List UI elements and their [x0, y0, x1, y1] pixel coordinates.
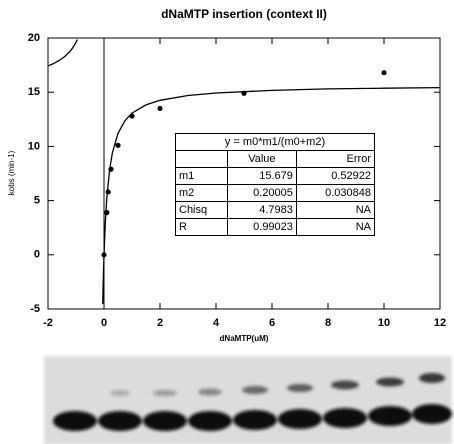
y-tick-label: 20: [28, 32, 40, 44]
x-tick-label: 6: [269, 317, 275, 329]
data-point: [105, 189, 111, 195]
x-tick-label: 0: [101, 317, 107, 329]
gel-image: [44, 356, 452, 444]
column-header: Error: [295, 150, 376, 168]
y-tick-label: 5: [34, 195, 40, 207]
table-cell: 0.20005: [226, 184, 297, 202]
chart-title: dNaMTP insertion (context II): [161, 7, 327, 21]
y-axis-label: kobs (min-1): [7, 150, 16, 195]
data-point: [381, 70, 387, 76]
x-tick-label: 12: [434, 317, 446, 329]
table-cell: 0.52922: [295, 167, 376, 185]
y-tick-label: -5: [30, 303, 40, 315]
fit-table: y = m0*m1/(m0+m2) Value Error m1 15.679 0.5…: [175, 133, 376, 236]
x-tick-label: -2: [43, 317, 53, 329]
table-cell: m2: [175, 184, 228, 202]
data-point: [241, 90, 247, 96]
table-cell: 15.679: [226, 167, 297, 185]
table-cell: 4.7983: [226, 201, 297, 219]
table-cell: Chisq: [175, 201, 228, 219]
table-cell: 0.030848: [295, 184, 376, 202]
table-cell: 0.99023: [226, 218, 297, 236]
x-tick-label: 2: [157, 317, 163, 329]
data-point: [129, 113, 135, 119]
data-point: [104, 209, 110, 216]
y-tick-label: 15: [28, 86, 40, 98]
column-header: Value: [226, 150, 297, 168]
table-cell: NA: [295, 201, 376, 219]
plot-frame: [47, 37, 441, 310]
table-title: y = m0*m1/(m0+m2): [175, 133, 375, 151]
data-point: [108, 166, 114, 172]
data-point: [157, 105, 163, 112]
y-tick-label: 0: [34, 249, 40, 261]
x-axis-label: dNaMTP(uM): [220, 334, 269, 343]
table-cell: R: [175, 218, 228, 236]
x-tick-label: 8: [325, 317, 331, 329]
x-tick-label: 10: [378, 317, 390, 329]
table-cell: m1: [175, 167, 228, 185]
x-tick-label: 4: [213, 317, 220, 329]
y-tick-label: 10: [28, 140, 40, 152]
fit-curve-group: [48, 39, 440, 305]
data-point: [101, 252, 107, 258]
table-cell: NA: [295, 218, 376, 236]
data-point: [115, 142, 121, 148]
fit-curve: [48, 39, 440, 305]
